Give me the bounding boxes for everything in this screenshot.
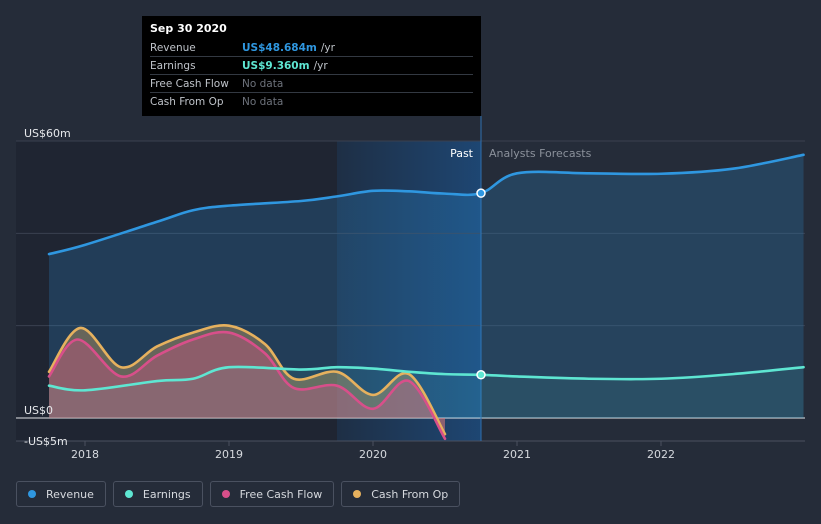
tooltip-row-free-cash-flow: Free Cash Flow No data xyxy=(150,75,473,93)
series-area-revenue xyxy=(49,154,804,418)
current-point-marker-earnings xyxy=(476,370,486,380)
legend-dot-icon xyxy=(353,490,362,498)
tooltip-date: Sep 30 2020 xyxy=(150,22,227,35)
legend-item-revenue[interactable]: Revenue xyxy=(16,481,106,507)
series-area-cash-from-op xyxy=(49,325,445,435)
legend-item-free-cash-flow[interactable]: Free Cash Flow xyxy=(209,481,335,507)
tooltip-row-cash-from-op: Cash From Op No data xyxy=(150,93,473,110)
series-line-cash-from-op xyxy=(47,323,447,436)
tooltip-unit: /yr xyxy=(313,59,328,72)
x-tick-label: 2019 xyxy=(215,448,243,461)
tooltip: Sep 30 2020 Revenue US$48.684m /yr Earni… xyxy=(142,16,481,116)
tooltip-label: Earnings xyxy=(150,59,196,72)
legend-dot-icon xyxy=(28,490,36,498)
tooltip-label: Revenue xyxy=(150,41,196,54)
tooltip-row-revenue: Revenue US$48.684m /yr xyxy=(150,39,473,57)
x-tick-label: 2018 xyxy=(71,448,99,461)
tooltip-unit: /yr xyxy=(320,41,335,54)
forecast-label: Analysts Forecasts xyxy=(489,147,592,160)
legend-item-earnings[interactable]: Earnings xyxy=(112,481,203,507)
tooltip-label: Free Cash Flow xyxy=(150,77,229,90)
x-tick-label: 2021 xyxy=(503,448,531,461)
x-tick-label: 2022 xyxy=(647,448,675,461)
tooltip-value: No data xyxy=(242,77,284,90)
series-line-revenue xyxy=(47,153,805,256)
legend-label: Earnings xyxy=(142,487,191,501)
current-point-marker-revenue xyxy=(476,188,486,198)
legend-label: Revenue xyxy=(46,487,94,501)
past-label: Past xyxy=(450,147,474,160)
legend: Revenue Earnings Free Cash Flow Cash Fro… xyxy=(16,481,461,507)
legend-label: Cash From Op xyxy=(371,487,449,501)
y-tick-label: US$60m xyxy=(24,127,71,140)
legend-dot-icon xyxy=(221,490,230,498)
x-tick-label: 2020 xyxy=(359,448,387,461)
tooltip-row-earnings: Earnings US$9.360m /yr xyxy=(150,57,473,75)
tooltip-label: Cash From Op xyxy=(150,95,224,108)
y-tick-label: US$0 xyxy=(24,404,53,417)
series-area-free-cash-flow xyxy=(49,332,445,439)
legend-item-cash-from-op[interactable]: Cash From Op xyxy=(341,481,461,507)
series-line-earnings xyxy=(47,365,805,392)
series-line-free-cash-flow xyxy=(47,330,447,441)
y-tick-label: -US$5m xyxy=(24,435,68,448)
tooltip-value: No data xyxy=(242,95,284,108)
legend-label: Free Cash Flow xyxy=(239,487,323,501)
legend-dot-icon xyxy=(124,490,133,498)
tooltip-value: US$48.684m xyxy=(242,41,317,54)
tooltip-value: US$9.360m xyxy=(242,59,310,72)
